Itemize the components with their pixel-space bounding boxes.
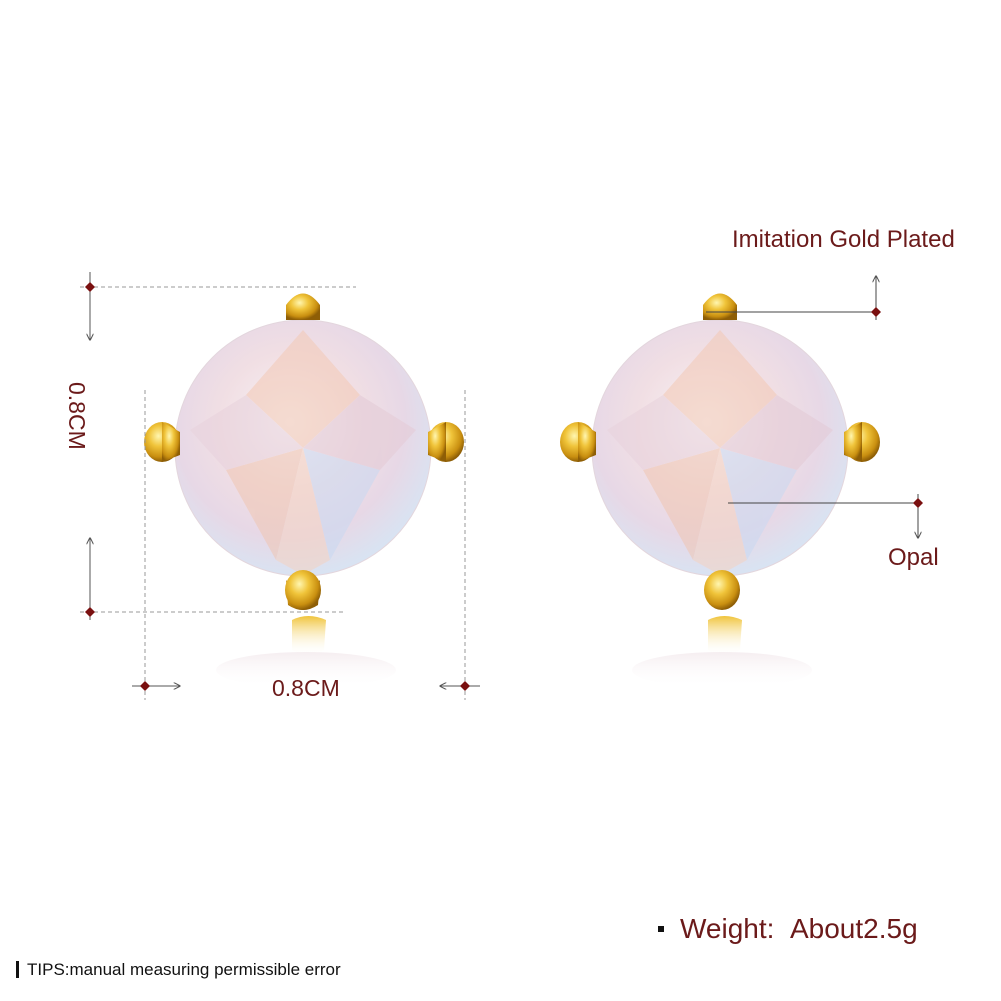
- opal-facets-right: [607, 330, 833, 575]
- prong-left-bottom-tip: [285, 570, 321, 610]
- tips-bar-icon: [16, 960, 19, 978]
- opal-facets-left: [190, 330, 416, 575]
- plating-callout-label: Imitation Gold Plated: [732, 226, 955, 253]
- prong-right-bottom-tip: [704, 570, 740, 610]
- earring-right-reflection: [632, 652, 812, 688]
- width-dimension-label: 0.8CM: [272, 675, 340, 701]
- dimension-guides: [80, 286, 466, 700]
- weight-value: About2.5g: [789, 913, 918, 944]
- weight-info: Weight: About2.5g: [658, 913, 918, 945]
- callout-diamonds: [871, 307, 923, 508]
- prong-left-top: [286, 293, 320, 320]
- bullet-icon: [658, 925, 664, 932]
- earring-left: [144, 293, 464, 688]
- earring-right-reflection-prong: [708, 616, 742, 655]
- weight-label: Weight:: [680, 913, 775, 944]
- height-dimension-label: 0.8CM: [64, 382, 90, 450]
- earring-left-reflection: [216, 652, 396, 688]
- tips-text: TIPS:manual measuring permissible error: [27, 960, 341, 979]
- earring-right: [560, 293, 880, 688]
- stone-callout-label: Opal: [888, 544, 939, 571]
- tips-note: TIPS:manual measuring permissible error: [16, 960, 341, 980]
- dimension-diamonds: [85, 282, 470, 691]
- prong-right-top: [703, 293, 737, 320]
- earring-left-reflection-prong: [292, 616, 326, 655]
